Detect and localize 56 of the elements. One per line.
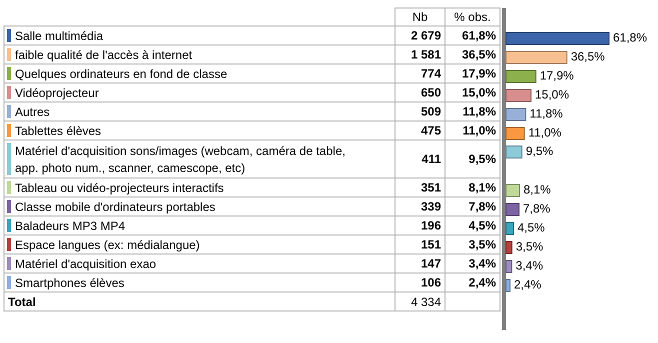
- data-label: 11,0%: [462, 124, 496, 138]
- y-tick-label: Matériel d'acquisition sons/images (webcam, caméra de table, app. photo num., scanner, camescope, etc): [15, 144, 346, 175]
- text: 11,8%: [530, 106, 563, 120]
- y-tick-label: Tablettes élèves: [15, 124, 102, 138]
- text: 650: [420, 86, 442, 100]
- text: 147: [420, 256, 442, 270]
- text: 509: [420, 104, 442, 118]
- text: Total: [8, 295, 36, 309]
- text: Nb: [412, 10, 428, 24]
- text: 61,8%: [613, 30, 648, 44]
- text: 475: [420, 124, 442, 138]
- text: 8,1%: [524, 182, 551, 196]
- data-label: 8,1%: [468, 180, 496, 194]
- text: % obs.: [454, 10, 491, 24]
- y-tick-label: Baladeurs MP3 MP4: [15, 219, 126, 233]
- y-tick-label: Quelques ordinateurs en fond de classe: [15, 67, 228, 81]
- text: 106: [420, 276, 442, 290]
- data-label: 7,8%: [468, 200, 496, 214]
- data-label: 61,8%: [462, 28, 496, 42]
- text: 2 679: [410, 28, 442, 42]
- data-label: 9,5%: [468, 152, 496, 166]
- data-label: 3,4%: [468, 256, 496, 270]
- data-label: 15,0%: [462, 86, 496, 100]
- y-tick-label: Matériel d'acquisition exao: [15, 257, 156, 271]
- text: 411: [422, 152, 442, 166]
- text: 1 581: [410, 48, 442, 62]
- data-label: 36,5%: [462, 48, 496, 62]
- text: 7,8%: [523, 202, 550, 216]
- y-tick-label: Vidéoprojecteur: [15, 86, 99, 100]
- data-label: 4,5%: [468, 218, 496, 232]
- y-tick-label: faible qualité de l'accès à internet: [15, 48, 193, 62]
- text: 11,0%: [528, 126, 562, 140]
- y-tick-label: Smartphones élèves: [15, 276, 124, 290]
- text: 151: [420, 238, 442, 252]
- y-tick-label: Espace langues (ex: médialangue): [15, 238, 200, 252]
- text: 17,9%: [540, 68, 574, 82]
- y-tick-label: Tableau ou vidéo-projecteurs interactifs: [15, 181, 224, 195]
- text: 774: [420, 66, 442, 80]
- y-tick-label: Autres: [15, 105, 50, 119]
- text: 15,0%: [535, 88, 570, 102]
- data-label: 2,4%: [468, 276, 496, 290]
- y-tick-label: Classe mobile d'ordinateurs portables: [15, 200, 216, 214]
- data-label: 11,8%: [462, 104, 496, 118]
- data-label: 17,9%: [462, 66, 496, 80]
- y-tick-label: Salle multimédia: [15, 29, 104, 43]
- text: 2,4%: [514, 278, 542, 292]
- text: 351: [420, 180, 442, 194]
- text: 36,5%: [570, 50, 605, 64]
- text: 196: [420, 218, 442, 232]
- text: 3,4%: [516, 258, 544, 272]
- text: 4 334: [410, 295, 442, 309]
- text: 4,5%: [518, 220, 545, 234]
- text: 339: [420, 200, 442, 214]
- text: 9,5%: [526, 144, 554, 158]
- text: 3,5%: [516, 240, 544, 254]
- data-label: 3,5%: [468, 238, 496, 252]
